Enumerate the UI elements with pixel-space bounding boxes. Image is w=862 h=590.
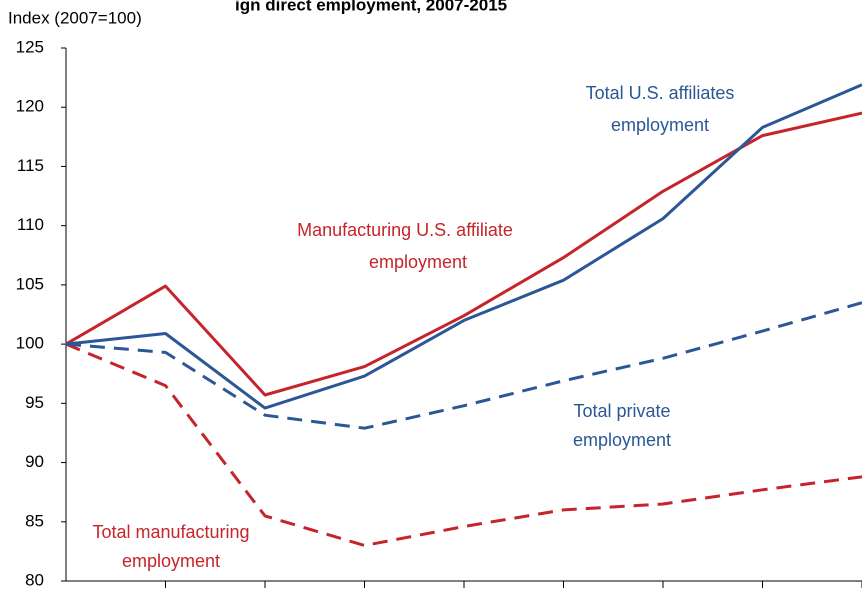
y-tick-label: 120 [16,97,44,116]
series-line-total-private-employment [65,301,862,430]
annotation-total-affiliates: Total U.S. affiliates employment [586,83,735,135]
chart-title: ign direct employment, 2007-2015 [235,0,507,14]
annotation-total-manufacturing: Total manufacturing employment [92,522,249,571]
annotation-manufacturing-affiliates: Manufacturing U.S. affiliate employment [297,220,513,272]
y-tick-label: 90 [25,452,44,471]
y-axis-label: Index (2007=100) [8,8,142,27]
annotation-total-affiliates-line2: employment [611,115,709,135]
y-ticks: 80 85 90 95 100 105 110 115 120 125 [16,37,66,589]
annotation-total-private: Total private employment [573,401,671,450]
x-ticks [165,581,862,588]
annotation-manufacturing-affiliates-line1: Manufacturing U.S. affiliate [297,220,513,240]
y-tick-label: 80 [25,570,44,589]
series-line-manufacturing-u-s-affiliate-employment [65,111,862,397]
y-tick-label: 125 [16,37,44,56]
y-tick-label: 115 [17,156,44,175]
y-tick-label: 110 [17,215,44,234]
y-tick-label: 100 [16,334,44,353]
y-tick-label: 105 [16,274,44,293]
annotation-total-private-line1: Total private [573,401,670,421]
y-tick-label: 95 [25,393,44,412]
series-layer [65,83,862,547]
y-tick-label: 85 [25,511,44,530]
annotation-total-private-line2: employment [573,430,671,450]
annotation-manufacturing-affiliates-line2: employment [369,252,467,272]
annotation-total-manufacturing-line1: Total manufacturing [92,522,249,542]
annotation-total-affiliates-line1: Total U.S. affiliates [586,83,735,103]
series-line-total-u-s-affiliates-employment [65,83,862,410]
series-line-total-manufacturing-employment [65,342,862,547]
annotation-total-manufacturing-line2: employment [122,551,220,571]
